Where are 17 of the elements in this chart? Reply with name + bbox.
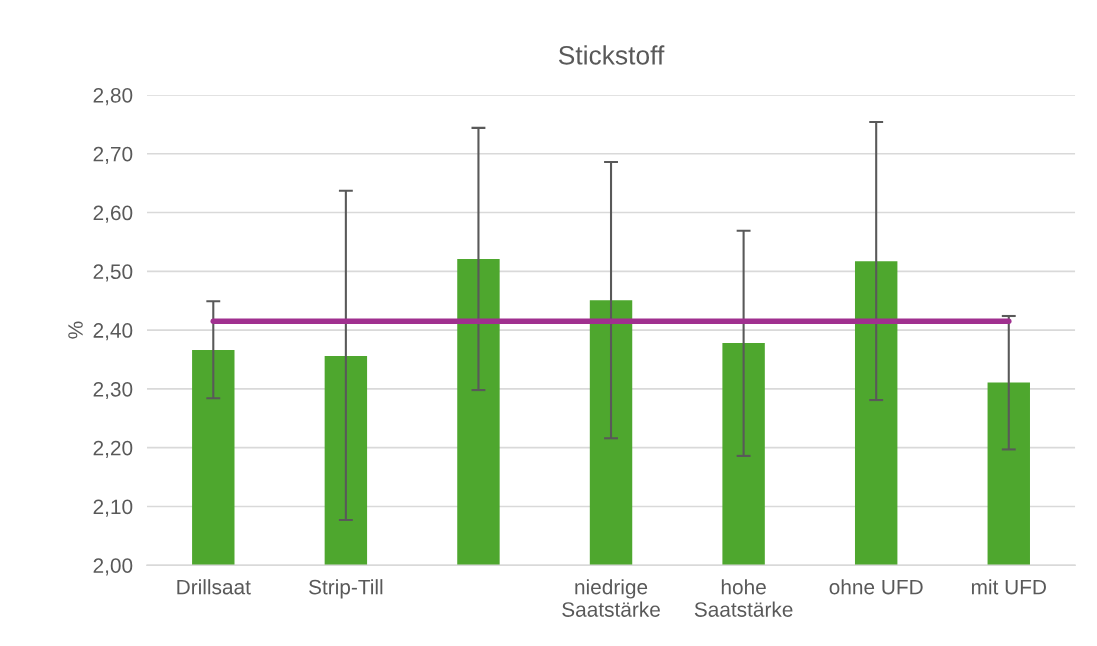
y-tick-label: 2,80 [93,87,133,106]
y-tick-label: 2,20 [93,440,133,458]
y-tick-label: 2,10 [93,499,133,517]
x-tick-label: ohne UFD [829,579,923,595]
y-tick-label: 2,60 [93,205,133,223]
y-axis-title: % [68,321,83,339]
x-tick-label: mit UFD [971,579,1046,595]
x-tick-label: hohe Saatstärke [694,579,793,617]
x-tick-label: Drillsaat [177,579,251,595]
y-tick-label: 2,70 [93,146,133,164]
y-tick-label: 2,30 [93,381,133,400]
x-tick-label: Strip-Till [309,579,383,599]
chart-title: Stickstoff [558,45,665,65]
y-tick-label: 2,00 [93,558,133,576]
x-tick-label: niedrige Saatstärke [562,579,660,617]
y-tick-label: 2,50 [93,264,133,282]
y-tick-label: 2,40 [93,323,133,341]
